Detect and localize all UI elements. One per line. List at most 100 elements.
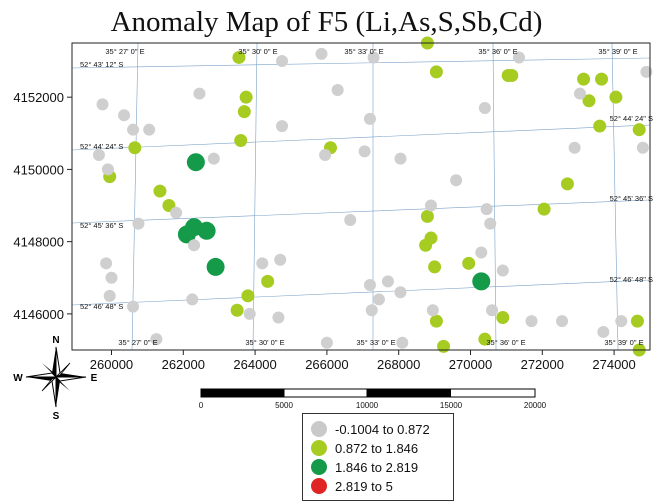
map-frame (71, 42, 651, 351)
legend-item: 2.819 to 5 (311, 477, 393, 495)
sample-point (100, 257, 113, 270)
sample-point (186, 293, 199, 306)
graticule-label: 35° 36' 0" E (486, 338, 525, 347)
sample-point (105, 271, 118, 284)
graticule-line (71, 199, 651, 224)
sample-point (420, 209, 434, 223)
sample-point (276, 120, 289, 133)
sample-point (127, 300, 140, 313)
graticule-label: 35° 30' 0" E (245, 338, 284, 347)
sample-point (450, 174, 463, 187)
sample-point (118, 109, 131, 122)
sample-point (276, 55, 289, 68)
scale-bar-labels: 0 5000 10000 15000 20000 (199, 401, 547, 410)
sample-point (630, 314, 644, 328)
scale-label: 0 (199, 401, 204, 410)
sample-point (207, 152, 220, 165)
sample-point (480, 203, 493, 216)
sample-point (496, 310, 510, 324)
sample-point (103, 289, 116, 302)
sample-point (512, 51, 525, 64)
sample-point (505, 69, 519, 83)
sample-point (472, 272, 491, 291)
sample-point (261, 274, 275, 288)
x-tick-label: 268000 (377, 357, 420, 372)
legend: -0.1004 to 0.872 0.872 to 1.846 1.846 to 2… (302, 413, 454, 501)
graticule-label: 35° 39' 0" E (604, 338, 643, 347)
sample-point (425, 199, 438, 212)
y-tick-label: 4152000 (13, 90, 64, 105)
legend-label: 2.819 to 5 (335, 478, 393, 494)
sample-point (96, 98, 109, 111)
y-tick-label: 4146000 (13, 307, 64, 322)
sample-point (170, 206, 183, 219)
y-tick-label: 4150000 (13, 162, 64, 177)
sample-point (363, 278, 376, 291)
x-tick-label: 262000 (162, 357, 205, 372)
sample-point (153, 184, 167, 198)
sample-point (478, 102, 491, 115)
sample-point (636, 141, 649, 154)
sample-point (188, 239, 201, 252)
scale-label: 5000 (275, 401, 293, 410)
sample-point (177, 225, 196, 244)
sample-point (396, 336, 409, 349)
sample-point (577, 72, 591, 86)
sample-point (426, 304, 439, 317)
graticule-label: 52° 43' 12" S (80, 60, 123, 69)
sample-point (272, 311, 285, 324)
legend-item: 0.872 to 1.846 (311, 439, 418, 457)
sample-point (640, 65, 653, 78)
graticule-line (492, 42, 497, 351)
sample-point (429, 314, 443, 328)
sample-point (525, 315, 538, 328)
sample-point (143, 123, 156, 136)
sample-point (475, 246, 488, 259)
x-tick-label: 270000 (449, 357, 492, 372)
sample-point (132, 217, 145, 230)
sample-point (363, 112, 376, 125)
sample-point (478, 332, 492, 346)
sample-point (232, 50, 246, 64)
x-tick-label: 260000 (90, 357, 133, 372)
legend-label: -0.1004 to 0.872 (335, 421, 430, 437)
legend-swatch (311, 459, 327, 475)
sample-point (319, 148, 332, 161)
x-tick-label: 264000 (233, 357, 276, 372)
scale-label: 20000 (524, 401, 547, 410)
sample-point (582, 94, 596, 108)
sample-point (367, 51, 380, 64)
x-tick-label: 272000 (521, 357, 564, 372)
sample-point (372, 293, 385, 306)
north-label: N (52, 335, 59, 346)
sample-point (128, 141, 142, 155)
west-label: W (13, 373, 23, 384)
graticule-label: 52° 45' 36" S (610, 194, 653, 203)
sample-point (394, 152, 407, 165)
sample-point (197, 221, 216, 240)
axis-ticks: 260000 262000 264000 266000 268000 270000 2720… (13, 47, 653, 372)
east-label: E (91, 373, 98, 384)
x-tick-label: 266000 (305, 357, 348, 372)
sample-point (331, 83, 344, 96)
graticule-label: 35° 27' 0" E (105, 47, 144, 56)
legend-swatch (311, 478, 327, 494)
graticule-label: 35° 27' 0" E (118, 338, 157, 347)
sample-point (595, 72, 609, 86)
sample-point (320, 336, 333, 349)
sample-point (428, 260, 442, 274)
sample-point (496, 264, 509, 277)
sample-point (486, 304, 499, 317)
sample-point (560, 177, 574, 191)
sample-point (462, 256, 476, 270)
graticule-label: 35° 33' 0" E (344, 47, 383, 56)
sample-point (609, 90, 623, 104)
sample-point (597, 325, 610, 338)
x-tick-label: 274000 (592, 357, 635, 372)
graticule-label: 35° 30' 0" E (238, 47, 277, 56)
sample-point (206, 257, 225, 276)
legend-swatch (311, 421, 327, 437)
sample-point (429, 65, 443, 79)
graticule-line (131, 42, 139, 351)
